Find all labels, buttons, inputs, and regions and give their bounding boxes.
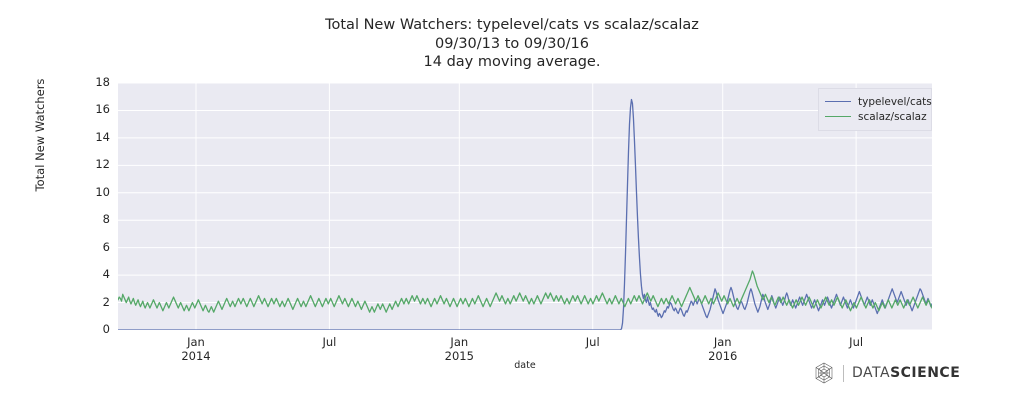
y-tick-label: 14 (95, 129, 110, 144)
plot-area (118, 83, 932, 330)
logo-wordmark: DATASCIENCE (852, 365, 960, 381)
legend-item[interactable]: scalaz/scalaz (825, 109, 927, 124)
y-axis-label: Total New Watchers (33, 78, 47, 192)
x-tick-label: Jan 2016 (708, 335, 738, 363)
x-tick-label: Jul (585, 335, 600, 349)
y-tick-label: 10 (95, 184, 110, 199)
x-tick-label: Jul (322, 335, 337, 349)
vertical-gridlines (195, 83, 857, 330)
plot-svg (118, 83, 932, 330)
x-axis-label: date (514, 360, 536, 371)
datascience-logo: DATASCIENCE (812, 360, 960, 386)
x-tick-label: Jul (849, 335, 864, 349)
logo-text-science: SCIENCE (890, 365, 961, 381)
y-tick-label: 8 (102, 212, 110, 227)
legend-label: typelevel/cats (858, 95, 932, 108)
hexagon-mesh-icon (815, 362, 833, 384)
legend-label: scalaz/scalaz (858, 110, 927, 123)
y-tick-label: 6 (102, 239, 110, 254)
logo-divider (843, 364, 844, 382)
logo-text-data: DATA (852, 365, 891, 381)
legend-color-swatch (825, 116, 851, 117)
x-tick-label: Jan 2014 (181, 335, 211, 363)
y-tick-label: 18 (95, 75, 110, 89)
horizontal-gridlines (118, 83, 932, 330)
series-lines (118, 98, 932, 330)
legend-color-swatch (825, 101, 851, 102)
y-tick-label: 12 (95, 157, 110, 172)
y-tick-label: 4 (102, 267, 110, 282)
chart-legend: typelevel/cats scalaz/scalaz (818, 88, 932, 131)
chart-title: Total New Watchers: typelevel/cats vs sc… (325, 17, 699, 70)
y-tick-label: 0 (102, 322, 110, 336)
series-line (118, 98, 932, 330)
y-tick-label: 2 (102, 294, 110, 309)
series-line (118, 270, 932, 313)
x-tick-label: Jan 2015 (444, 335, 474, 363)
y-tick-label: 16 (95, 102, 110, 117)
legend-item[interactable]: typelevel/cats (825, 94, 932, 109)
